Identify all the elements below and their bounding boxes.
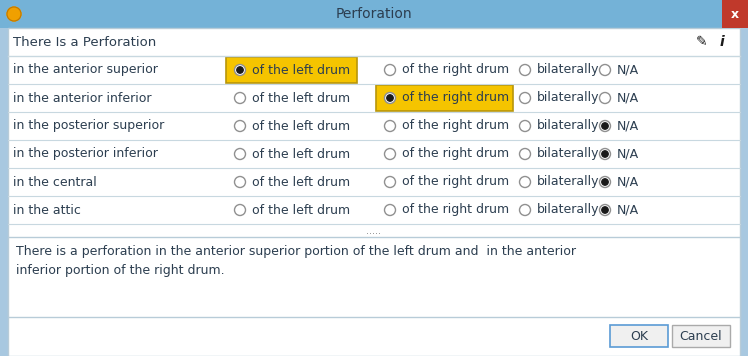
Text: in the anterior inferior: in the anterior inferior [13, 91, 152, 105]
Text: N/A: N/A [617, 176, 639, 188]
Circle shape [384, 177, 396, 188]
Text: bilaterally: bilaterally [537, 91, 599, 105]
Bar [8, 237, 740, 317]
Bar [610, 325, 668, 347]
Text: of the left drum: of the left drum [252, 176, 350, 188]
Text: bilaterally: bilaterally [537, 120, 599, 132]
Text: of the left drum: of the left drum [252, 91, 350, 105]
Text: bilaterally: bilaterally [537, 204, 599, 216]
Text: of the left drum: of the left drum [252, 63, 350, 77]
Circle shape [520, 120, 530, 131]
Circle shape [599, 204, 610, 215]
Text: .....: ..... [367, 226, 381, 236]
Circle shape [235, 204, 245, 215]
Text: N/A: N/A [617, 91, 639, 105]
Circle shape [599, 120, 610, 131]
Circle shape [520, 204, 530, 215]
Circle shape [235, 120, 245, 131]
Text: in the attic: in the attic [13, 204, 81, 216]
Circle shape [599, 93, 610, 104]
Text: bilaterally: bilaterally [537, 147, 599, 161]
Text: Perforation: Perforation [336, 7, 412, 21]
Bar [376, 85, 513, 111]
Circle shape [235, 93, 245, 104]
Bar [0, 0, 748, 28]
Circle shape [235, 148, 245, 159]
Circle shape [384, 120, 396, 131]
Text: Cancel: Cancel [680, 330, 723, 342]
Circle shape [520, 177, 530, 188]
Circle shape [599, 148, 610, 159]
Text: i: i [720, 35, 724, 49]
Circle shape [7, 7, 21, 21]
Text: of the left drum: of the left drum [252, 147, 350, 161]
Circle shape [599, 64, 610, 75]
Circle shape [235, 177, 245, 188]
Circle shape [602, 179, 608, 185]
Circle shape [602, 151, 608, 157]
Text: of the left drum: of the left drum [252, 204, 350, 216]
Text: bilaterally: bilaterally [537, 176, 599, 188]
Bar [226, 57, 358, 83]
Text: There is a perforation in the anterior superior portion of the left drum and  in: There is a perforation in the anterior s… [16, 245, 576, 277]
Circle shape [520, 93, 530, 104]
Text: N/A: N/A [617, 63, 639, 77]
Circle shape [384, 93, 396, 104]
Text: OK: OK [630, 330, 648, 342]
Circle shape [235, 64, 245, 75]
Text: of the right drum: of the right drum [402, 147, 509, 161]
Text: of the right drum: of the right drum [402, 176, 509, 188]
Text: of the left drum: of the left drum [252, 120, 350, 132]
Bar [722, 0, 748, 28]
Circle shape [387, 95, 393, 101]
Text: of the right drum: of the right drum [402, 120, 509, 132]
Text: N/A: N/A [617, 204, 639, 216]
Circle shape [384, 64, 396, 75]
Circle shape [384, 204, 396, 215]
Text: in the anterior superior: in the anterior superior [13, 63, 158, 77]
Text: in the central: in the central [13, 176, 96, 188]
Text: x: x [731, 7, 739, 21]
Text: of the right drum: of the right drum [402, 204, 509, 216]
Text: in the posterior superior: in the posterior superior [13, 120, 165, 132]
Circle shape [599, 177, 610, 188]
Circle shape [602, 123, 608, 129]
Text: bilaterally: bilaterally [537, 63, 599, 77]
Circle shape [520, 64, 530, 75]
Text: ✎: ✎ [696, 35, 708, 49]
Text: of the right drum: of the right drum [402, 63, 509, 77]
Text: of the right drum: of the right drum [402, 91, 509, 105]
Circle shape [602, 207, 608, 213]
Circle shape [237, 67, 243, 73]
Bar [672, 325, 730, 347]
Text: N/A: N/A [617, 147, 639, 161]
Text: in the posterior inferior: in the posterior inferior [13, 147, 158, 161]
Circle shape [384, 148, 396, 159]
Circle shape [520, 148, 530, 159]
Text: N/A: N/A [617, 120, 639, 132]
Text: There Is a Perforation: There Is a Perforation [13, 36, 156, 48]
